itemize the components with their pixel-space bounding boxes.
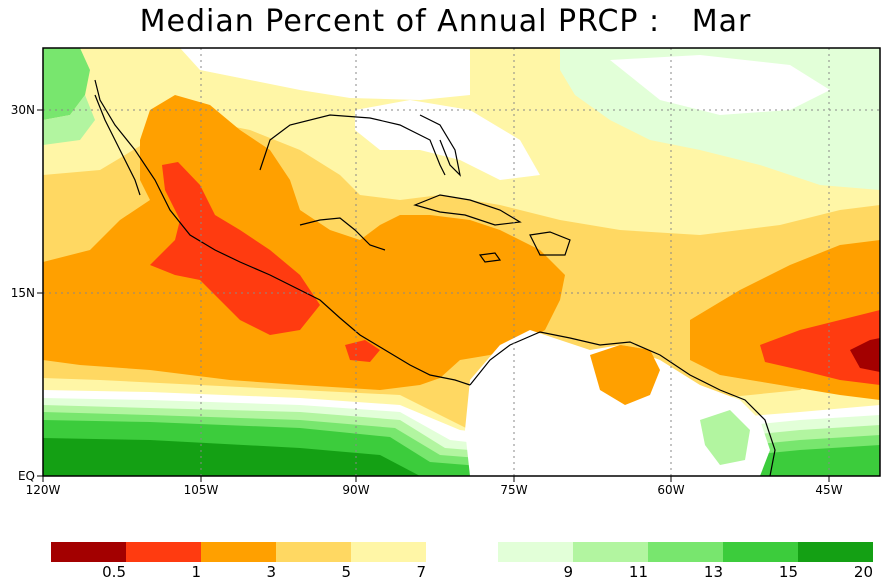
legend-swatch xyxy=(51,542,126,562)
legend-swatch xyxy=(276,542,351,562)
legend-swatch xyxy=(201,542,276,562)
legend-label: 13 xyxy=(704,563,723,581)
coastlines xyxy=(94,79,776,476)
legend-swatch xyxy=(351,542,426,562)
gulf-of-mexico-coast xyxy=(259,114,446,176)
legend-label: 15 xyxy=(779,563,798,581)
precip-map xyxy=(43,48,880,476)
hispaniola-outline xyxy=(529,231,571,256)
legend-label: 3 xyxy=(266,563,276,581)
pale-green-pacific-northwest xyxy=(43,95,95,145)
lon-label-105w: 105W xyxy=(184,483,219,497)
south-america-land xyxy=(465,330,770,476)
baja-california xyxy=(94,94,141,196)
legend-label: 11 xyxy=(629,563,648,581)
map-title: Median Percent of Annual PRCP : Mar xyxy=(139,4,752,39)
legend-label: 1 xyxy=(191,563,201,581)
red-region-small xyxy=(345,340,380,362)
legend-label: 0.5 xyxy=(102,563,126,581)
map-frame xyxy=(42,47,881,477)
lat-label-15n: 15N xyxy=(11,286,35,300)
cuba-outline xyxy=(413,194,522,226)
lat-ticks xyxy=(37,109,43,477)
legend-label: 5 xyxy=(341,563,351,581)
west-coast-north-america xyxy=(94,79,471,386)
lon-label-60w: 60W xyxy=(657,483,684,497)
legend-swatch xyxy=(498,542,573,562)
lon-label-75w: 75W xyxy=(500,483,527,497)
legend-swatch xyxy=(126,542,201,562)
jamaica-outline xyxy=(478,252,502,263)
lat-label-eq: EQ xyxy=(18,469,35,483)
south-america-green-patch xyxy=(700,410,750,465)
yucatan-coast xyxy=(299,217,386,251)
lon-label-120w: 120W xyxy=(26,483,61,497)
lon-label-90w: 90W xyxy=(342,483,369,497)
red-region-pacific xyxy=(150,162,320,335)
legend-cool: 9 11 13 15 20 xyxy=(498,542,873,581)
lon-label-45w: 45W xyxy=(815,483,842,497)
white-gulf-atlantic xyxy=(355,100,540,180)
lat-label-30n: 30N xyxy=(11,103,35,117)
dark-red-atlantic-east xyxy=(850,338,880,372)
legend-label: 20 xyxy=(854,563,873,581)
florida-coast xyxy=(419,114,461,177)
south-america-coast xyxy=(469,331,776,476)
white-us-north xyxy=(180,48,470,100)
legend-warm: 0.5 1 3 5 7 xyxy=(51,542,426,581)
legend-label: 9 xyxy=(563,563,573,581)
legend-swatch xyxy=(723,542,798,562)
gridlines xyxy=(43,48,880,476)
legend-label: 7 xyxy=(416,563,426,581)
legend: 0.5 1 3 5 7 9 11 13 15 20 xyxy=(51,542,873,581)
green-pacific-northwest xyxy=(43,48,90,120)
red-atlantic-east xyxy=(760,310,880,385)
south-america-orange-interior xyxy=(590,345,660,405)
legend-swatch xyxy=(648,542,723,562)
lon-ticks xyxy=(42,476,830,482)
white-atlantic-north xyxy=(610,55,830,115)
dark-green-band xyxy=(43,438,420,476)
legend-swatch xyxy=(798,542,873,562)
legend-swatch xyxy=(573,542,648,562)
